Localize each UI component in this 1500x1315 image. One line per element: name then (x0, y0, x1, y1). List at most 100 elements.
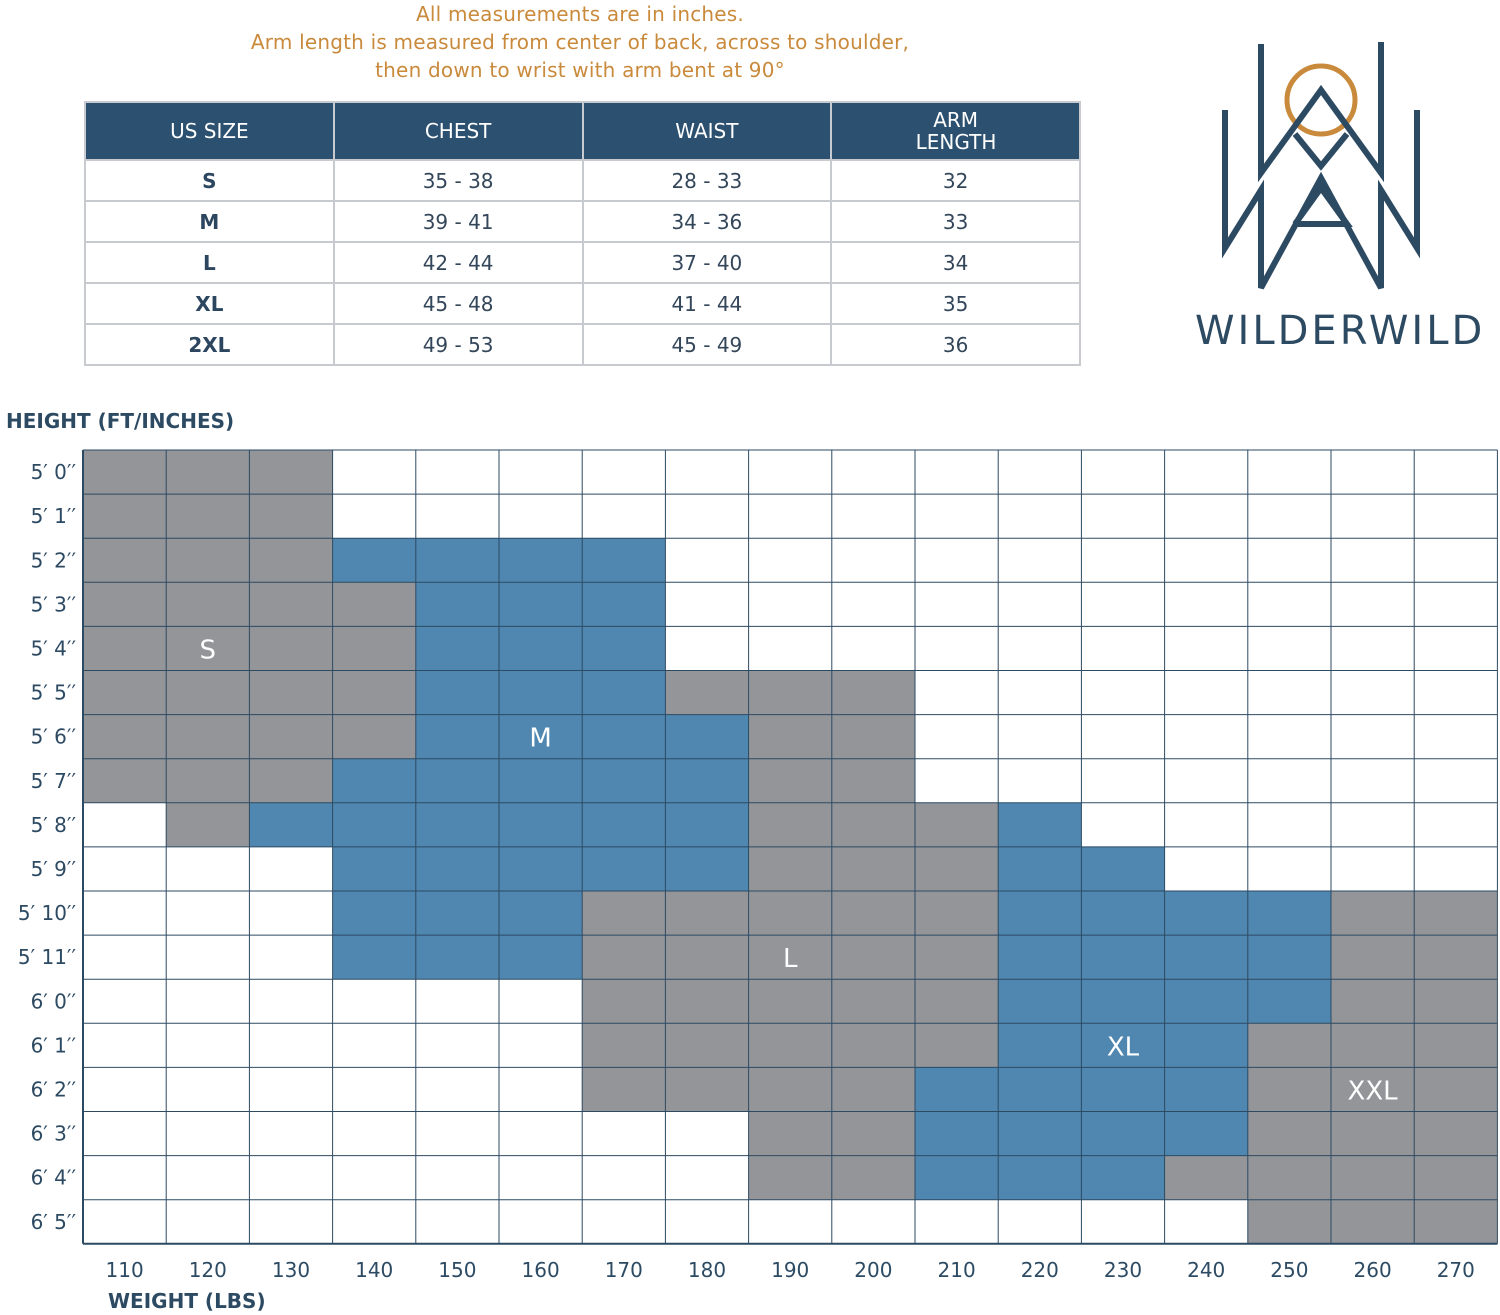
cell-empty (1081, 494, 1165, 539)
cell-m (499, 626, 583, 671)
cell-empty (1247, 582, 1331, 627)
cell-empty (332, 1067, 416, 1112)
cell-m (499, 935, 583, 980)
cell-s (166, 582, 250, 627)
cell-xxl (1247, 1155, 1331, 1200)
cell-empty (1331, 626, 1415, 671)
cell-xl (1081, 1155, 1165, 1200)
cell-m (499, 670, 583, 715)
cell-s (166, 538, 250, 583)
cell-xl (1164, 1023, 1248, 1068)
cell-xxl (1247, 1111, 1331, 1156)
cell-empty (998, 450, 1082, 495)
measurement-cell: 45 - 49 (581, 323, 833, 366)
cell-empty (1331, 450, 1415, 495)
y-tick-label: 6′ 2′′ (31, 1077, 77, 1101)
cell-l (748, 935, 832, 980)
y-tick-label: 6′ 1′′ (31, 1033, 77, 1057)
cell-m (582, 714, 666, 759)
cell-empty (998, 582, 1082, 627)
cell-empty (415, 1155, 499, 1200)
cell-empty (998, 1199, 1082, 1244)
cell-empty (249, 935, 333, 980)
cell-m (415, 714, 499, 759)
cell-s (332, 582, 416, 627)
cell-m (332, 802, 416, 847)
cell-m (665, 714, 749, 759)
x-tick-label: 180 (688, 1258, 726, 1282)
cell-xxl (1414, 979, 1498, 1024)
note-line-2: Arm length is measured from center of ba… (250, 30, 910, 54)
cell-s (83, 626, 167, 671)
cell-l (915, 935, 999, 980)
y-tick-label: 5′ 8′′ (31, 813, 77, 837)
cell-empty (166, 846, 250, 891)
x-tick-label: 160 (522, 1258, 560, 1282)
cell-m (415, 538, 499, 583)
cell-empty (332, 1023, 416, 1068)
cell-empty (831, 1199, 915, 1244)
cell-empty (1164, 670, 1248, 715)
cell-empty (1164, 758, 1248, 803)
cell-m (415, 670, 499, 715)
chart-cells (83, 450, 1498, 1244)
cell-empty (415, 1111, 499, 1156)
y-tick-label: 5′ 11′′ (18, 945, 77, 969)
y-tick-label: 5′ 5′′ (31, 681, 77, 705)
cell-empty (1247, 802, 1331, 847)
cell-xl (1164, 1111, 1248, 1156)
measurement-cell: 34 (830, 241, 1081, 284)
cell-empty (1081, 802, 1165, 847)
cell-l (582, 935, 666, 980)
cell-l (748, 1155, 832, 1200)
cell-m (415, 582, 499, 627)
cell-l (1164, 1155, 1248, 1200)
x-tick-label: 110 (106, 1258, 144, 1282)
cell-empty (1081, 714, 1165, 759)
cell-l (748, 846, 832, 891)
cell-empty (1331, 758, 1415, 803)
cell-empty (1331, 538, 1415, 583)
cell-empty (665, 1111, 749, 1156)
cell-empty (1331, 494, 1415, 539)
cell-empty (998, 670, 1082, 715)
cell-empty (831, 538, 915, 583)
cell-empty (1331, 670, 1415, 715)
cell-s (249, 582, 333, 627)
cell-empty (83, 1067, 167, 1112)
cell-empty (1331, 846, 1415, 891)
y-tick-label: 5′ 1′′ (31, 504, 77, 528)
cell-xxl (1414, 891, 1498, 936)
cell-s (332, 714, 416, 759)
cell-m (249, 802, 333, 847)
cell-empty (415, 1023, 499, 1068)
cell-l (748, 1067, 832, 1112)
cell-empty (748, 582, 832, 627)
cell-m (665, 846, 749, 891)
cell-empty (998, 758, 1082, 803)
cell-empty (1081, 450, 1165, 495)
cell-empty (83, 935, 167, 980)
cell-empty (748, 1199, 832, 1244)
cell-xl (998, 1023, 1082, 1068)
cell-m (332, 935, 416, 980)
cell-s (249, 626, 333, 671)
cell-empty (1247, 494, 1331, 539)
cell-empty (582, 494, 666, 539)
cell-l (831, 891, 915, 936)
cell-xxl (1414, 1155, 1498, 1200)
cell-s (166, 450, 250, 495)
size-cell: XL (84, 282, 335, 325)
size-cell: S (84, 159, 335, 202)
cell-empty (1247, 538, 1331, 583)
cell-empty (582, 450, 666, 495)
cell-empty (665, 450, 749, 495)
x-tick-label: 150 (438, 1258, 476, 1282)
cell-empty (1414, 582, 1498, 627)
cell-m (499, 758, 583, 803)
cell-l (915, 802, 999, 847)
size-table-row: S 35 - 38 28 - 33 32 (84, 159, 1081, 202)
cell-empty (1247, 846, 1331, 891)
cell-empty (1414, 758, 1498, 803)
cell-m (415, 626, 499, 671)
